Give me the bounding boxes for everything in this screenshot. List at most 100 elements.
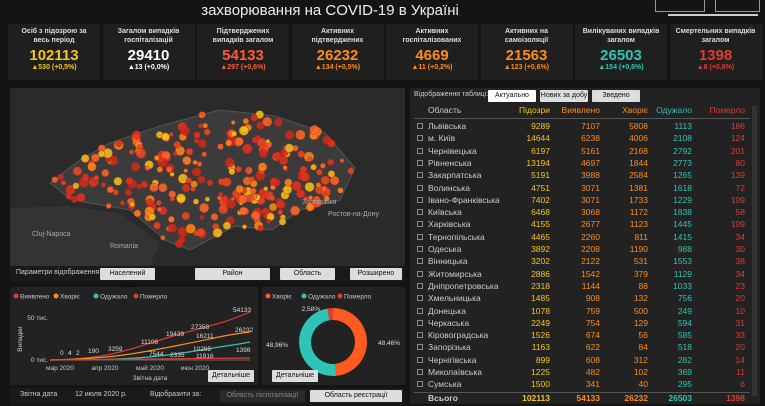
legend-swatch (13, 293, 19, 299)
column-header[interactable]: Одужало (656, 105, 692, 115)
expand-icon[interactable] (417, 258, 423, 265)
table-cell: 1225 (531, 367, 550, 377)
table-cell: 1129 (673, 268, 692, 279)
table-cell: 129 (633, 317, 648, 328)
table-cell: 3988 (581, 170, 600, 181)
case-dot (285, 130, 295, 140)
case-dot (339, 158, 345, 164)
case-dot (238, 194, 248, 204)
column-header[interactable]: Область (428, 105, 462, 115)
expand-icon[interactable] (417, 344, 423, 351)
table-cell: 1500 (531, 379, 550, 390)
expand-icon[interactable] (417, 270, 423, 277)
case-dot (235, 165, 242, 173)
data-label: 11916 (196, 353, 214, 360)
table-cell: 608 (585, 354, 600, 365)
place-label: Romania (110, 243, 138, 250)
case-dot (133, 209, 142, 218)
expand-icon[interactable] (417, 246, 423, 252)
table-cell: 1123 (629, 219, 648, 230)
case-dot (181, 211, 190, 221)
table-cell: 2318 (531, 280, 550, 291)
data-label: 2335 (170, 352, 185, 359)
case-dot (140, 180, 149, 189)
scrollbar[interactable] (752, 106, 757, 396)
table-cell: 1381 (629, 182, 648, 193)
option-button[interactable]: Населений пункт (100, 268, 155, 289)
data-label: 11106 (141, 339, 158, 346)
expand-icon[interactable] (417, 209, 423, 216)
expand-icon[interactable] (417, 319, 423, 326)
title: захворювання на COVID-19 в Україні (201, 2, 459, 19)
case-dot (166, 166, 173, 173)
expand-icon[interactable] (417, 135, 423, 142)
case-dot (250, 210, 261, 221)
card-delta: ▲8 (+0,6%) (696, 64, 735, 71)
expand-icon[interactable] (417, 184, 423, 191)
option-button[interactable]: Нових за добу (540, 90, 588, 102)
case-dot (198, 113, 204, 119)
option-button[interactable]: Область реєстрації (310, 390, 402, 402)
expand-icon[interactable] (417, 147, 423, 154)
table-cell: 1265 (673, 170, 692, 181)
expand-icon[interactable] (417, 295, 423, 302)
case-dot (161, 132, 170, 142)
table-cell: 1415 (673, 231, 692, 242)
case-dot (87, 162, 97, 172)
table-cell: 124 (730, 133, 745, 144)
case-dot (347, 167, 355, 175)
table-cell: 312 (633, 354, 648, 365)
card-value: 29410 (127, 47, 170, 64)
case-dot (222, 221, 232, 230)
expand-icon[interactable] (417, 233, 423, 240)
x-tick-label: май 2020 (136, 364, 164, 372)
table-cell: 4751 (531, 182, 550, 193)
expand-icon[interactable] (417, 307, 423, 314)
data-label: 19439 (166, 331, 184, 338)
case-dot (284, 178, 293, 187)
column-header[interactable]: Хворіє (622, 105, 648, 115)
table-cell: 500 (633, 305, 648, 316)
expand-icon[interactable] (417, 221, 423, 228)
expand-icon[interactable] (417, 123, 423, 129)
slider[interactable] (668, 14, 758, 16)
map-panel[interactable]: Romania Cluj-Napoca Ростов-на-Дону Запоріжж… (10, 88, 405, 266)
column-header[interactable]: Виявлено (561, 105, 600, 115)
case-dot (76, 193, 86, 202)
expand-icon[interactable] (417, 196, 423, 203)
case-dot (297, 150, 305, 158)
region-name: Чернівецька (428, 145, 477, 156)
region-name: Житомирська (428, 268, 482, 279)
expand-icon[interactable] (417, 282, 423, 289)
case-dot (290, 205, 301, 216)
expand-icon[interactable] (417, 369, 423, 375)
table-cell: 1526 (531, 330, 550, 341)
controls-label: Параметри відображення: (16, 269, 102, 276)
expand-icon[interactable] (417, 332, 423, 339)
total-cell: 54133 (576, 393, 600, 403)
extended-button[interactable]: Розширено (350, 268, 402, 280)
data-label: 190 (88, 348, 99, 355)
column-header[interactable]: Підозри (519, 105, 550, 115)
details-button[interactable]: Детальніше (208, 370, 254, 382)
option-button[interactable]: Область госпіталізації (220, 390, 305, 402)
expand-icon[interactable] (417, 159, 423, 166)
option-button[interactable]: Район (195, 268, 270, 280)
case-dot (157, 157, 168, 168)
case-dot (210, 213, 219, 221)
table-cell: 1033 (673, 280, 692, 291)
column-header[interactable]: Померло (709, 105, 745, 115)
option-button[interactable]: Зведено (592, 90, 640, 102)
expand-icon[interactable] (417, 356, 423, 363)
case-dot (202, 122, 208, 129)
table-cell: 31 (735, 317, 745, 328)
option-button[interactable]: Область (280, 268, 335, 280)
table-cell: 5161 (581, 145, 600, 156)
details-button[interactable]: Детальніше (272, 370, 318, 382)
case-dot (182, 156, 192, 166)
expand-icon[interactable] (417, 381, 423, 388)
option-button[interactable]: Актуально (488, 90, 536, 102)
case-dot (190, 180, 198, 188)
expand-icon[interactable] (417, 172, 423, 179)
case-dot (198, 123, 204, 129)
